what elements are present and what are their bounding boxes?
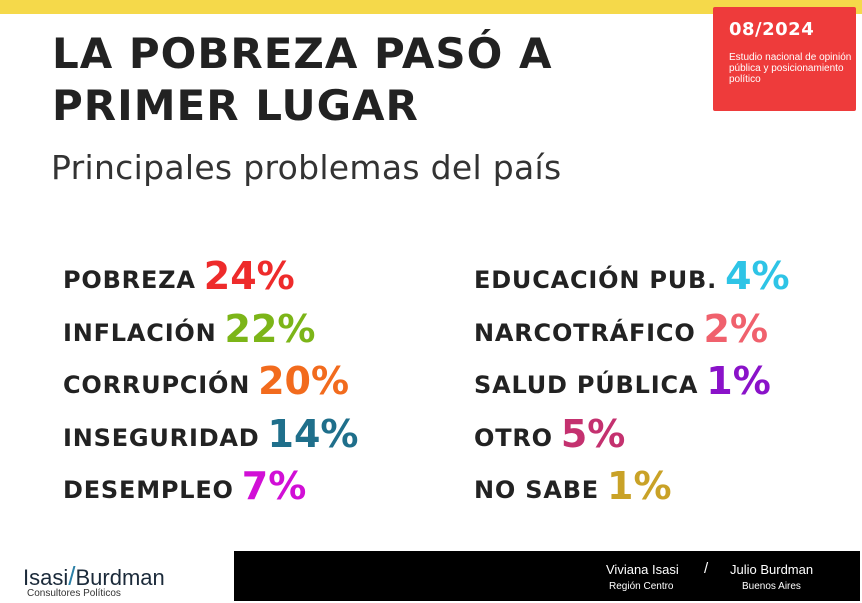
page-title: LA POBREZA PASÓ A PRIMER LUGAR — [52, 29, 553, 130]
chart-category-label: NARCOTRÁFICO — [474, 318, 696, 347]
chart-value-label: 4% — [725, 254, 790, 298]
chart-value-label: 14% — [267, 411, 359, 456]
chart-value-label: 22% — [224, 306, 316, 351]
chart-category-label: SALUD PÚBLICA — [474, 371, 699, 399]
top-accent-bar — [0, 0, 862, 14]
chart-category-label: INSEGURIDAD — [63, 423, 260, 452]
chart-value-label: 24% — [203, 254, 295, 298]
brand-logo: Isasi/Burdman — [23, 561, 165, 592]
footer-separator: / — [704, 560, 709, 577]
chart-value-label: 20% — [258, 359, 350, 403]
footer-person-2: Julio Burdman — [730, 562, 814, 577]
chart-category-label: OTRO — [474, 423, 553, 452]
chart-value-label: 1% — [607, 464, 672, 508]
chart-value-label: 1% — [706, 359, 771, 403]
brand-subtitle: Consultores Políticos — [27, 588, 121, 599]
page-subtitle: Principales problemas del país — [51, 148, 562, 187]
chart-category-label: DESEMPLEO — [63, 476, 234, 504]
chart-category-label: EDUCACIÓN PUB. — [474, 266, 718, 294]
chart-category-label: CORRUPCIÓN — [63, 371, 251, 399]
date-badge: 08/2024 Estudio nacional de opinión públ… — [713, 7, 856, 111]
brand-slash: / — [68, 561, 76, 591]
footer-person-1: Viviana Isasi — [606, 562, 679, 577]
badge-date: 08/2024 — [729, 19, 815, 40]
footer-region-2: Buenos Aires — [742, 581, 801, 592]
badge-description: Estudio nacional de opinión pública y po… — [729, 52, 852, 85]
chart-value-label: 2% — [703, 306, 769, 351]
brand-name-right: Burdman — [75, 565, 165, 590]
chart-category-label: INFLACIÓN — [63, 318, 217, 347]
chart-value-label: 7% — [241, 464, 307, 508]
chart-category-label: POBREZA — [63, 266, 196, 294]
footer-bar: Viviana Isasi Región Centro / Julio Burd… — [234, 551, 860, 601]
chart-value-label: 5% — [560, 411, 626, 456]
brand-name-left: Isasi — [23, 565, 69, 590]
footer-region-1: Región Centro — [609, 581, 674, 592]
chart-category-label: NO SABE — [474, 476, 599, 504]
